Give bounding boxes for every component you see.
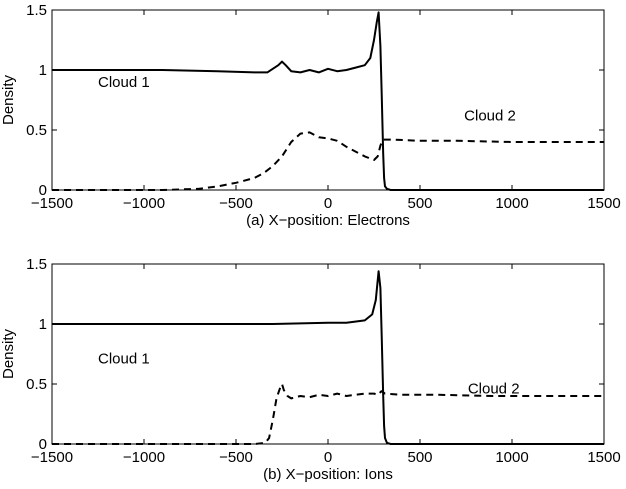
panel-electrons: −1500 −1000 −500 0 500 1000 1500 0 0.5 1 1.5 (a) X−… xyxy=(0,2,621,229)
x-tick-label: −1000 xyxy=(123,449,165,466)
x-tick-label: −500 xyxy=(219,195,253,212)
series-cloud-1-line xyxy=(52,11,604,191)
x-tick-label: −1000 xyxy=(123,195,165,212)
y-tick-label: 0 xyxy=(39,436,47,453)
x-tick-label: 1000 xyxy=(495,449,528,466)
x-tick-label: 0 xyxy=(324,195,332,212)
y-tick-label: 0.5 xyxy=(26,122,47,139)
x-tick-label: −1500 xyxy=(31,449,73,466)
x-tick-label: 500 xyxy=(407,195,432,212)
y-axis-label: Density xyxy=(0,328,17,379)
x-tick-label: 1000 xyxy=(495,195,528,212)
y-axis-label: Density xyxy=(0,74,17,125)
y-tick-label: 1.5 xyxy=(26,256,47,273)
series-cloud-2-line xyxy=(52,383,604,445)
y-tick-label: 0.5 xyxy=(26,376,47,393)
x-tick-label: −1500 xyxy=(31,195,73,212)
y-tick-label: 1.5 xyxy=(26,2,47,19)
x-tick-label: 0 xyxy=(324,449,332,466)
x-tick-label: 1500 xyxy=(587,195,620,212)
plot-frame xyxy=(51,9,605,191)
x-axis-label: (a) X−position: Electrons xyxy=(246,212,410,229)
annotation-cloud-1: Cloud 1 xyxy=(98,74,150,91)
series-cloud-1-line xyxy=(52,270,604,445)
x-tick-label: 1500 xyxy=(587,449,620,466)
annotation-cloud-1: Cloud 1 xyxy=(98,351,150,368)
annotation-cloud-2: Cloud 2 xyxy=(464,107,516,124)
x-tick-label: 500 xyxy=(407,449,432,466)
y-tick-label: 1 xyxy=(39,62,47,79)
panel-ions: −1500 −1000 −500 0 500 1000 1500 0 0.5 1 1.5 (b) X−… xyxy=(0,256,621,483)
x-axis-label: (b) X−position: Ions xyxy=(263,466,393,483)
x-tick-label: −500 xyxy=(219,449,253,466)
y-tick-label: 1 xyxy=(39,316,47,333)
y-tick-label: 0 xyxy=(39,182,47,199)
series-cloud-2-line xyxy=(52,131,604,191)
annotation-cloud-2: Cloud 2 xyxy=(468,381,520,398)
